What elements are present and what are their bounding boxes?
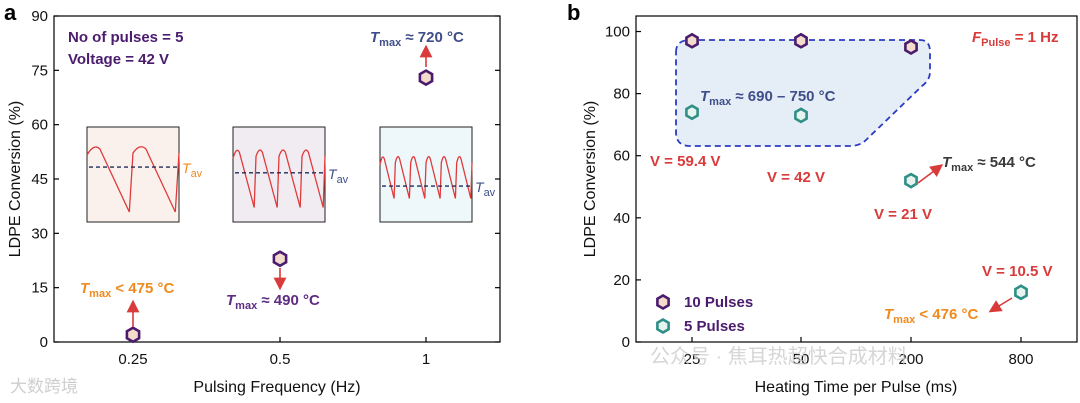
b-ytick-label: 20 [613,272,630,289]
region-tmax-label: Tmax ≈ 690 – 750 °C [700,88,836,108]
a-ytick-label: 15 [31,280,48,297]
b-xtick-label: 800 [1008,351,1033,368]
chart-b-frame [635,15,1078,343]
panel-b-label: b [567,0,580,25]
chart-b-ylabel: LDPE Conversion (%) [582,101,599,258]
voltage-50ms: V = 42 V [767,169,825,186]
chart-b: b 0 20 40 60 80 100 25 50 200 800 Heating Time p… [567,0,1078,396]
a-ytick-label: 30 [31,225,48,242]
b-xtick-label: 200 [898,351,923,368]
legend-label-10-pulses: 10 Pulses [684,294,753,311]
b-data-point-10-pulses-200 [904,38,918,55]
legend-marker-10-pulses [656,293,670,310]
b-data-point-5-pulses-800 [1014,284,1028,301]
tmax-annotation-800ms: Tmax < 476 °C [884,306,978,326]
frequency-label: FPulse = 1 Hz [972,29,1058,49]
b-data-point-5-pulses-25 [685,104,699,121]
tmax-annotation-200ms: Tmax ≈ 544 °C [942,154,1036,174]
inset-tav-label-0: Tav [182,160,203,180]
inset-waveform-0 [86,146,180,213]
a-ytick-label: 60 [31,117,48,134]
a-data-point-0.5 [272,250,288,268]
inset-waveform-1 [232,149,326,208]
arrow-200ms [917,164,944,184]
tmax-annotation-1hz: Tmax ≈ 720 °C [370,29,464,49]
b-ytick-label: 0 [622,334,630,351]
b-data-point-10-pulses-25 [685,32,699,49]
b-ytick-label: 80 [613,86,630,103]
arrow-800ms [988,297,1013,313]
voltage-800ms: V = 10.5 V [982,263,1052,280]
b-xtick-label: 25 [684,351,701,368]
b-data-point-5-pulses-200 [904,172,918,189]
panel-a-label: a [4,0,17,25]
tmax-annotation-0.5hz: Tmax ≈ 490 °C [226,292,320,312]
legend: 10 Pulses 5 Pulses [656,293,753,335]
condition-voltage: Voltage = 42 V [68,51,169,68]
b-data-point-10-pulses-50 [794,32,808,49]
a-ytick-label: 0 [40,334,48,351]
watermark-right: 公众号 · 焦耳热超快合成材料 [650,345,908,368]
a-xtick-label: 1 [422,351,430,368]
b-data-point-5-pulses-50 [794,107,808,124]
a-ytick-label: 45 [31,171,48,188]
legend-marker-5-pulses [656,317,670,334]
chart-a: a 0 15 30 45 60 75 90 0.25 0.5 1 Pulsing Frequen… [4,0,501,396]
inset-waveform-2 [379,156,473,199]
a-data-point-0.25 [125,326,141,344]
chart-b-xlabel: Heating Time per Pulse (ms) [755,379,958,396]
b-xtick-label: 50 [793,351,810,368]
condition-pulses: No of pulses = 5 [68,29,183,46]
legend-label-5-pulses: 5 Pulses [684,318,745,335]
inset-tav-label-2: Tav [475,179,496,199]
chart-a-xlabel: Pulsing Frequency (Hz) [193,379,360,396]
voltage-200ms: V = 21 V [874,206,932,223]
voltage-25ms: V = 59.4 V [650,153,720,170]
b-ytick-label: 100 [605,24,630,41]
a-xtick-label: 0.25 [118,351,147,368]
a-ytick-label: 90 [31,8,48,25]
chart-a-ylabel: LDPE Conversion (%) [7,101,24,258]
a-ytick-label: 75 [31,62,48,79]
watermark-left: 大数跨境 [10,377,78,396]
inset-frame-0 [86,126,180,223]
a-xtick-label: 0.5 [270,351,291,368]
inset-tav-label-1: Tav [328,166,349,186]
b-ytick-label: 60 [613,148,630,165]
tmax-annotation-0.25hz: Tmax < 475 °C [80,280,174,300]
a-data-point-1 [418,69,434,87]
b-ytick-label: 40 [613,210,630,227]
